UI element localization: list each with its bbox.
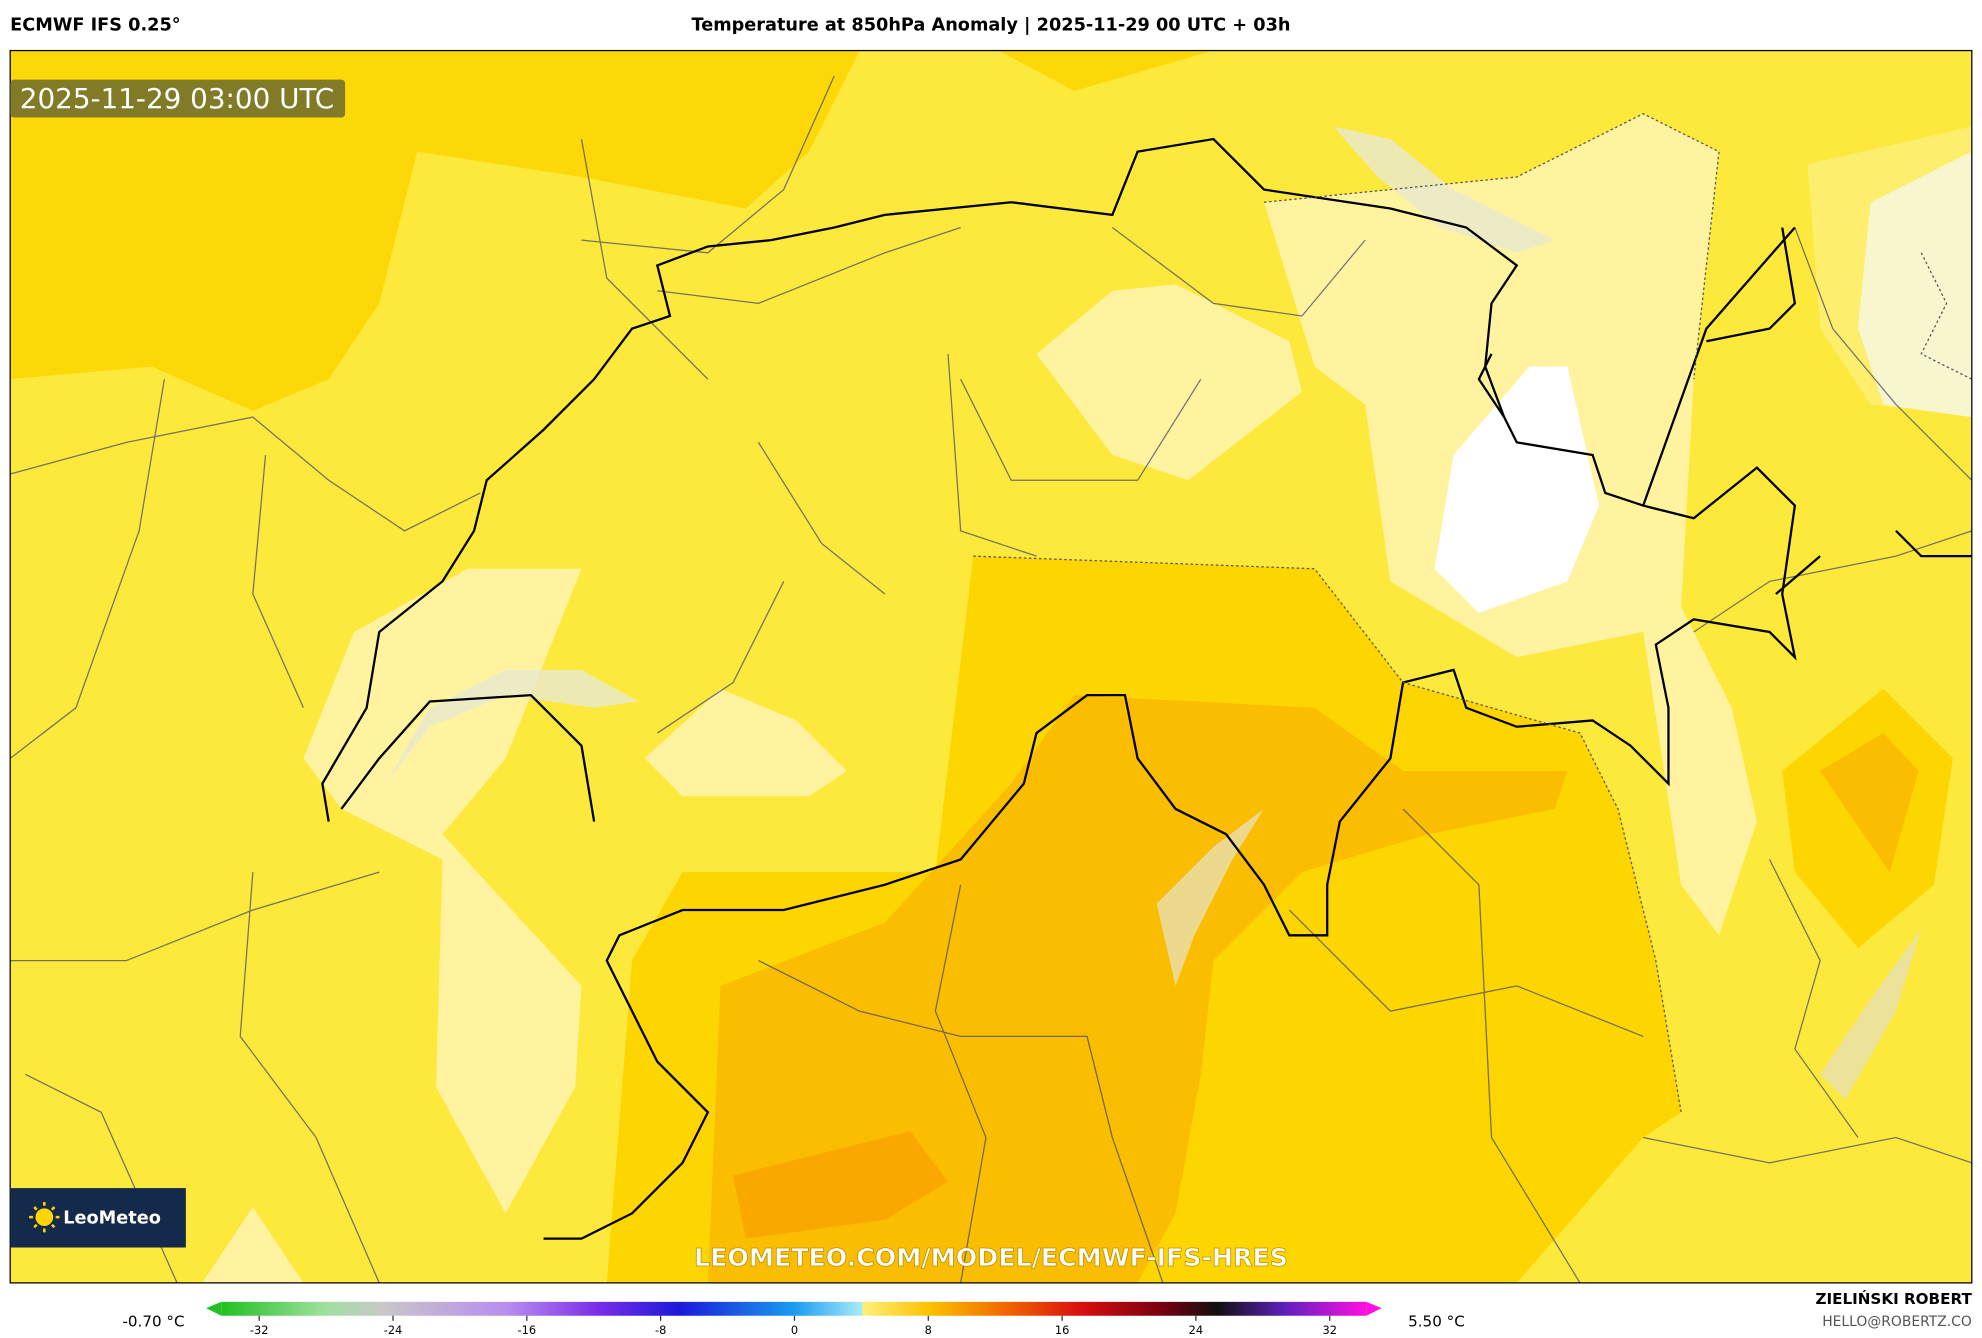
colorbar-tick-label: -32 [250,1323,269,1337]
contour-band [303,568,582,1214]
contour-band [1036,284,1302,481]
timestamp: 2025-11-29 03:00 UTC [20,82,334,115]
colorbar-low-arrow [206,1301,222,1316]
colorbar-scale [221,1301,1367,1316]
colorbar-tick-label: 16 [1055,1323,1069,1337]
colorbar-tick-label: 8 [925,1323,932,1337]
logo-text: LeoMeteo [63,1208,161,1228]
logo-icon [29,1202,60,1233]
contour-band [707,695,1568,1283]
colorbar-tick-label: 0 [791,1323,798,1337]
colorbar-max-label: 5.50 °C [1408,1313,1465,1331]
map [10,50,1972,1283]
lake [1156,808,1265,986]
contour-band [1807,126,1972,418]
colorbar-tick-label: 24 [1189,1323,1203,1337]
model-label: ECMWF IFS 0.25° [10,15,180,35]
colorbar [206,1301,1382,1316]
contour-band [1434,366,1599,614]
contour-band [998,50,1214,92]
contact: HELLO@ROBERTZ.CO [1822,1314,1972,1330]
lake [385,669,639,784]
lake [1820,928,1922,1100]
colorbar-min-label: -0.70 °C [122,1313,184,1331]
colorbar-tick-label: 32 [1322,1323,1336,1337]
map-frame [9,49,1973,1284]
contour-band [1820,733,1919,873]
lake [1333,126,1555,253]
contour-band [10,50,860,411]
contour-band [644,688,847,797]
timestamp-box [10,79,346,118]
map-title: Temperature at 850hPa Anomaly | 2025-11-… [691,15,1290,35]
colorbar-tick-label: -16 [518,1323,537,1337]
colorbar-high-arrow [1366,1301,1382,1316]
author: ZIELIŃSKI ROBERT [1815,1289,1972,1308]
colorbar-tick-label: -8 [655,1323,666,1337]
contour-band [202,1207,304,1283]
watermark: LEOMETEO.COM/MODEL/ECMWF-IFS-HRES [694,1243,1288,1272]
colorbar-tick-label: -24 [384,1323,403,1337]
contour-band [733,1131,949,1239]
